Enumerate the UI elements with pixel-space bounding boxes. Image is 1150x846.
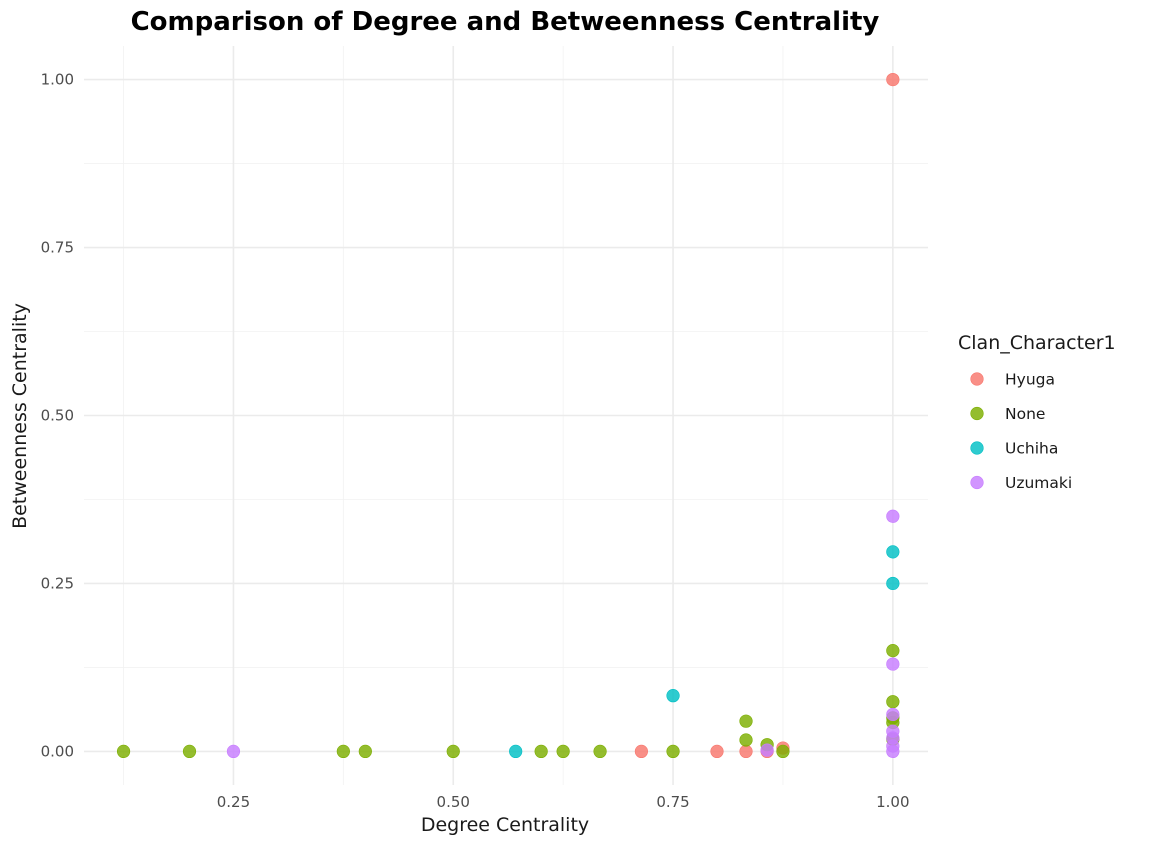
legend-label-none: None	[1005, 405, 1045, 423]
point-uzumaki	[226, 744, 241, 759]
point-uzumaki	[886, 509, 900, 523]
point-hyuga	[634, 744, 648, 759]
point-uzumaki	[886, 744, 900, 759]
point-none	[446, 744, 460, 759]
point-uchiha	[886, 545, 900, 559]
point-uchiha	[509, 744, 523, 759]
point-uchiha	[886, 576, 900, 591]
point-uchiha	[666, 689, 680, 703]
point-none	[666, 744, 680, 759]
legend-key-uzumaki	[970, 475, 984, 490]
point-uzumaki	[886, 707, 900, 722]
point-uzumaki	[760, 743, 774, 757]
point-none	[886, 695, 900, 709]
x-tick-label: 0.25	[217, 793, 250, 811]
grid-lines	[84, 46, 928, 785]
x-axis-title: Degree Centrality	[421, 814, 589, 836]
point-none	[336, 744, 350, 759]
legend-title: Clan_Character1	[958, 332, 1116, 354]
legend: Clan_Character1 Hyuga None Uchiha Uzumaki	[958, 332, 1116, 492]
y-tick-label: 0.50	[41, 407, 74, 425]
legend-label-uzumaki: Uzumaki	[1005, 474, 1072, 492]
legend-key-hyuga	[970, 372, 984, 386]
legend-label-hyuga: Hyuga	[1005, 371, 1055, 389]
point-none	[739, 714, 753, 728]
x-axis-ticks: 0.25 0.50 0.75 1.00	[217, 793, 910, 811]
point-uzumaki	[886, 657, 900, 671]
y-tick-label: 0.25	[41, 574, 74, 592]
y-axis-ticks: 0.00 0.25 0.50 0.75 1.00	[41, 71, 74, 761]
x-tick-label: 1.00	[876, 793, 909, 811]
legend-key-uchiha	[970, 441, 984, 455]
legend-label-uchiha: Uchiha	[1005, 440, 1058, 458]
data-points	[116, 72, 900, 759]
point-none	[739, 733, 753, 747]
point-none	[556, 744, 570, 759]
legend-key-none	[970, 406, 984, 421]
point-none	[182, 744, 197, 759]
point-hyuga	[739, 744, 753, 759]
x-tick-label: 0.50	[437, 793, 470, 811]
legend-items: Hyuga None Uchiha Uzumaki	[970, 371, 1072, 492]
point-none	[593, 744, 607, 759]
point-none	[358, 744, 372, 759]
point-none	[534, 744, 548, 759]
point-hyuga	[886, 72, 900, 87]
x-tick-label: 0.75	[656, 793, 689, 811]
point-none	[776, 744, 790, 759]
chart-title: Comparison of Degree and Betweenness Cen…	[131, 7, 880, 37]
point-hyuga	[710, 744, 724, 759]
y-tick-label: 0.00	[41, 742, 74, 760]
y-tick-label: 0.75	[41, 239, 74, 257]
point-none	[116, 744, 131, 759]
point-none	[886, 644, 900, 658]
y-tick-label: 1.00	[41, 71, 74, 89]
y-axis-title: Betweenness Centrality	[9, 303, 31, 529]
